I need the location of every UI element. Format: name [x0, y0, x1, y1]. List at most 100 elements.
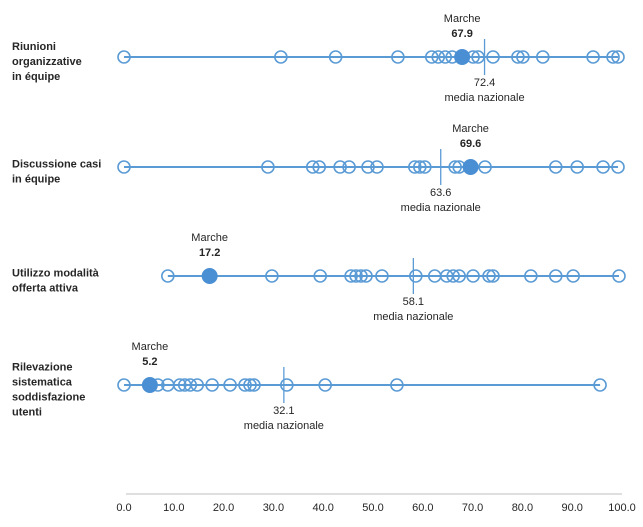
data-point-circle	[417, 160, 432, 174]
marche-point	[454, 49, 471, 65]
data-point-circle	[424, 50, 439, 64]
data-point-circle	[305, 160, 320, 174]
data-point-circle	[448, 160, 462, 174]
data-point-circle	[438, 50, 453, 64]
marche-point	[201, 268, 218, 284]
data-point-circle	[161, 269, 175, 283]
data-point-circle	[313, 269, 328, 283]
data-point-circle	[243, 378, 257, 392]
data-point-circle	[274, 50, 288, 64]
data-point-circle	[431, 50, 446, 64]
data-point-circle	[593, 378, 607, 392]
data-point-circle	[390, 378, 404, 392]
marche-label: Marche	[132, 341, 169, 353]
data-point-circle	[486, 269, 500, 283]
marche-value: 67.9	[451, 28, 472, 40]
data-point-circle	[611, 160, 625, 174]
data-point-circle	[566, 269, 580, 283]
data-point-circle	[117, 378, 131, 392]
data-point-circle	[524, 269, 538, 283]
data-point-circle	[280, 378, 294, 392]
data-point-circle	[342, 160, 356, 174]
x-axis-tick-label: 30.0	[263, 502, 284, 514]
data-point-circle	[183, 378, 198, 392]
data-point-circle	[349, 269, 363, 283]
data-point-circle	[548, 160, 563, 174]
data-point-circle	[570, 160, 584, 174]
row-label: Rilevazione sistematica soddisfazione utent…	[12, 362, 85, 419]
data-point-circle	[312, 160, 327, 174]
data-point-circle	[606, 50, 620, 64]
marche-value: 17.2	[199, 247, 220, 259]
mean-label: media nazionale	[244, 420, 324, 432]
data-point-circle	[516, 50, 530, 64]
data-point-circle	[408, 160, 422, 174]
marche-label: Marche	[444, 13, 481, 25]
data-point-circle	[359, 269, 373, 283]
data-point-circle	[328, 50, 343, 64]
data-point-circle	[354, 269, 368, 283]
data-point-circle	[190, 378, 205, 392]
data-point-circle	[117, 160, 131, 174]
x-axis-tick-label: 20.0	[213, 502, 234, 514]
x-axis-tick-label: 10.0	[163, 502, 184, 514]
row-label: Discussione casi in équipe	[12, 159, 101, 186]
marche-value: 69.6	[460, 138, 481, 150]
x-axis-tick-label: 70.0	[462, 502, 483, 514]
x-axis-tick-label: 40.0	[312, 502, 333, 514]
data-point-circle	[238, 378, 252, 392]
data-point-circle	[247, 378, 261, 392]
marche-value: 5.2	[142, 356, 157, 368]
data-point-circle	[318, 378, 332, 392]
data-point-circle	[446, 269, 460, 283]
data-point-circle	[391, 50, 405, 64]
data-point-circle	[375, 269, 389, 283]
data-point-circle	[117, 50, 131, 64]
data-point-circle	[596, 160, 610, 174]
data-point-circle	[172, 378, 187, 392]
data-point-circle	[611, 50, 625, 64]
data-point-circle	[265, 269, 279, 283]
row-label: Riunioni organizzative in équipe	[12, 41, 82, 83]
data-point-circle	[261, 160, 275, 174]
mean-value: 63.6	[430, 187, 451, 199]
data-point-circle	[370, 160, 384, 174]
mean-label: media nazionale	[373, 311, 453, 323]
marche-point	[141, 377, 158, 393]
data-point-circle	[482, 269, 496, 283]
mean-value: 58.1	[403, 296, 424, 308]
data-point-circle	[361, 160, 375, 174]
data-point-circle	[413, 160, 427, 174]
x-axis-tick-label: 80.0	[512, 502, 533, 514]
data-point-circle	[452, 269, 466, 283]
data-point-circle	[333, 160, 347, 174]
row-label: Utilizzo modalità offerta attiva	[12, 268, 100, 295]
x-axis-tick-label: 90.0	[561, 502, 582, 514]
data-point-circle	[478, 160, 492, 174]
x-axis-tick-label: 0.0	[116, 502, 131, 514]
x-axis-tick-label: 100.0	[608, 502, 636, 514]
data-point-circle	[205, 378, 219, 392]
data-point-circle	[409, 269, 423, 283]
data-point-circle	[344, 269, 358, 283]
data-point-circle	[466, 269, 480, 283]
data-point-circle	[223, 378, 237, 392]
data-point-circle	[536, 50, 550, 64]
data-point-circle	[471, 50, 485, 64]
mean-value: 72.4	[474, 77, 495, 89]
data-point-circle	[486, 50, 500, 64]
data-point-circle	[586, 50, 600, 64]
marche-label: Marche	[452, 123, 489, 135]
data-point-circle	[612, 269, 626, 283]
mean-value: 32.1	[273, 405, 294, 417]
x-axis-tick-label: 50.0	[362, 502, 383, 514]
mean-label: media nazionale	[444, 92, 524, 104]
data-point-circle	[548, 269, 563, 283]
data-point-circle	[511, 50, 525, 64]
marche-label: Marche	[191, 232, 228, 244]
marche-point	[462, 159, 479, 175]
x-axis-tick-label: 60.0	[412, 502, 433, 514]
mean-label: media nazionale	[401, 202, 481, 214]
